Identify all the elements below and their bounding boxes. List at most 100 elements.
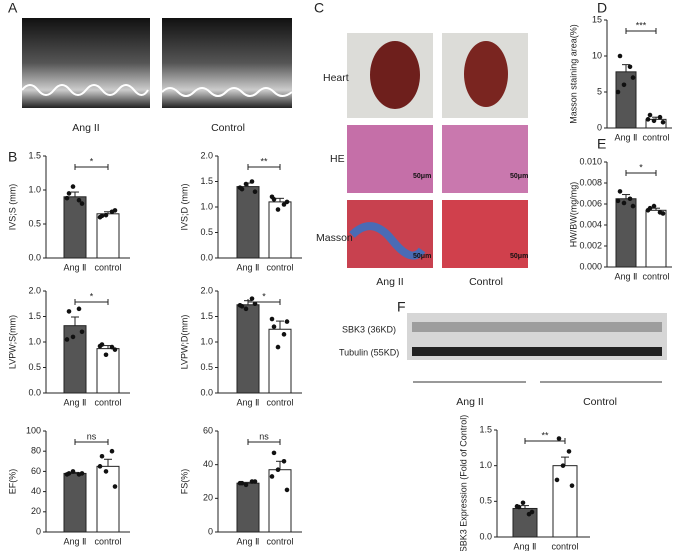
y-tick-label: 60 (203, 425, 213, 435)
data-point (109, 344, 115, 350)
data-point (76, 306, 82, 312)
scale-bar: 50μm (413, 173, 431, 180)
significance-label: *** (636, 20, 647, 30)
data-point (615, 198, 621, 204)
data-point (284, 199, 290, 205)
y-tick-label: 20 (31, 506, 41, 516)
y-tick-label: 1.0 (200, 201, 213, 211)
data-point (281, 332, 287, 337)
data-point (556, 436, 562, 441)
data-point (651, 203, 657, 209)
significance-label: ** (260, 156, 268, 166)
data-point (97, 214, 103, 220)
y-tick-label: 2.0 (200, 150, 213, 160)
data-point (617, 189, 623, 194)
x-tick-label: control (266, 397, 293, 407)
x-tick-label: control (266, 536, 293, 546)
y-tick-label: 0.5 (28, 218, 41, 228)
data-point (79, 471, 85, 476)
group-label: Ang II (456, 396, 483, 408)
data-point (249, 179, 255, 184)
y-tick-label: 1.0 (200, 336, 213, 346)
x-tick-label: Ang Ⅱ (64, 397, 87, 407)
y-tick-label: 0.5 (479, 496, 492, 506)
y-tick-label: 0 (36, 526, 41, 536)
y-tick-label: 1.5 (200, 176, 213, 186)
data-point (647, 112, 653, 118)
y-tick-label: 0.010 (579, 156, 602, 166)
y-tick-label: 2.0 (200, 285, 213, 295)
data-point (66, 191, 72, 196)
data-point (284, 319, 290, 324)
data-point (269, 474, 275, 479)
data-point (621, 82, 627, 88)
image-label: Control (469, 276, 503, 288)
data-point (615, 89, 621, 95)
x-tick-label: control (551, 541, 578, 551)
data-point (103, 469, 109, 474)
data-point (112, 208, 118, 213)
x-tick-label: Ang Ⅱ (237, 262, 260, 272)
image-label: Ang II (376, 276, 403, 288)
y-tick-label: 0 (597, 122, 602, 132)
heart (370, 41, 420, 109)
scale-bar: 50μm (510, 253, 528, 260)
x-tick-label: Ang Ⅱ (615, 271, 638, 281)
x-tick-label: control (94, 397, 121, 407)
bar (552, 465, 578, 538)
heart (464, 41, 508, 107)
data-point (284, 487, 290, 493)
x-tick-label: Ang Ⅱ (64, 262, 87, 272)
y-tick-label: 0.004 (579, 219, 602, 229)
data-point (64, 337, 70, 342)
data-point (630, 75, 636, 80)
panel-label: E (597, 136, 606, 152)
data-point (269, 194, 275, 200)
y-axis-label: IVS;D (mm) (179, 184, 189, 231)
data-point (514, 504, 520, 509)
bar (236, 186, 260, 259)
data-point (237, 480, 243, 486)
significance-label: * (90, 156, 94, 166)
y-tick-label: 0.000 (579, 261, 602, 271)
data-point (271, 450, 277, 456)
blot-band (412, 322, 662, 332)
y-tick-label: 0.0 (28, 252, 41, 262)
x-tick-label: control (642, 271, 669, 281)
data-point (70, 469, 76, 474)
bar (63, 196, 87, 259)
bar (615, 71, 637, 129)
significance-label: * (262, 291, 266, 301)
data-point (529, 509, 535, 515)
data-point (569, 483, 575, 488)
y-axis-label: HW/BW(mg/mg) (568, 182, 578, 248)
data-point (252, 189, 258, 194)
bar (236, 304, 260, 394)
y-tick-label: 40 (203, 459, 213, 469)
data-point (243, 306, 249, 312)
y-axis-label: LVPW;S(mm) (7, 315, 17, 369)
data-point (630, 203, 636, 209)
y-tick-label: 0.0 (479, 531, 492, 541)
y-tick-label: 60 (31, 466, 41, 476)
panel-label: D (597, 0, 607, 16)
panel-label: C (314, 0, 324, 16)
significance-label: * (639, 162, 643, 172)
x-tick-label: Ang Ⅱ (615, 132, 638, 142)
y-tick-label: 0.008 (579, 177, 602, 187)
data-point (269, 316, 275, 322)
bar (96, 465, 120, 533)
data-point (97, 343, 103, 349)
data-point (566, 449, 572, 454)
data-point (64, 195, 70, 201)
y-tick-label: 1.5 (479, 424, 492, 434)
he-image (442, 125, 528, 193)
data-point (64, 472, 70, 477)
data-point (243, 482, 249, 488)
y-tick-label: 40 (31, 486, 41, 496)
data-point (281, 459, 287, 464)
bar (645, 209, 667, 268)
y-axis-label: FS(%) (179, 469, 189, 495)
data-point (103, 352, 109, 358)
row-label: Heart (323, 72, 349, 84)
